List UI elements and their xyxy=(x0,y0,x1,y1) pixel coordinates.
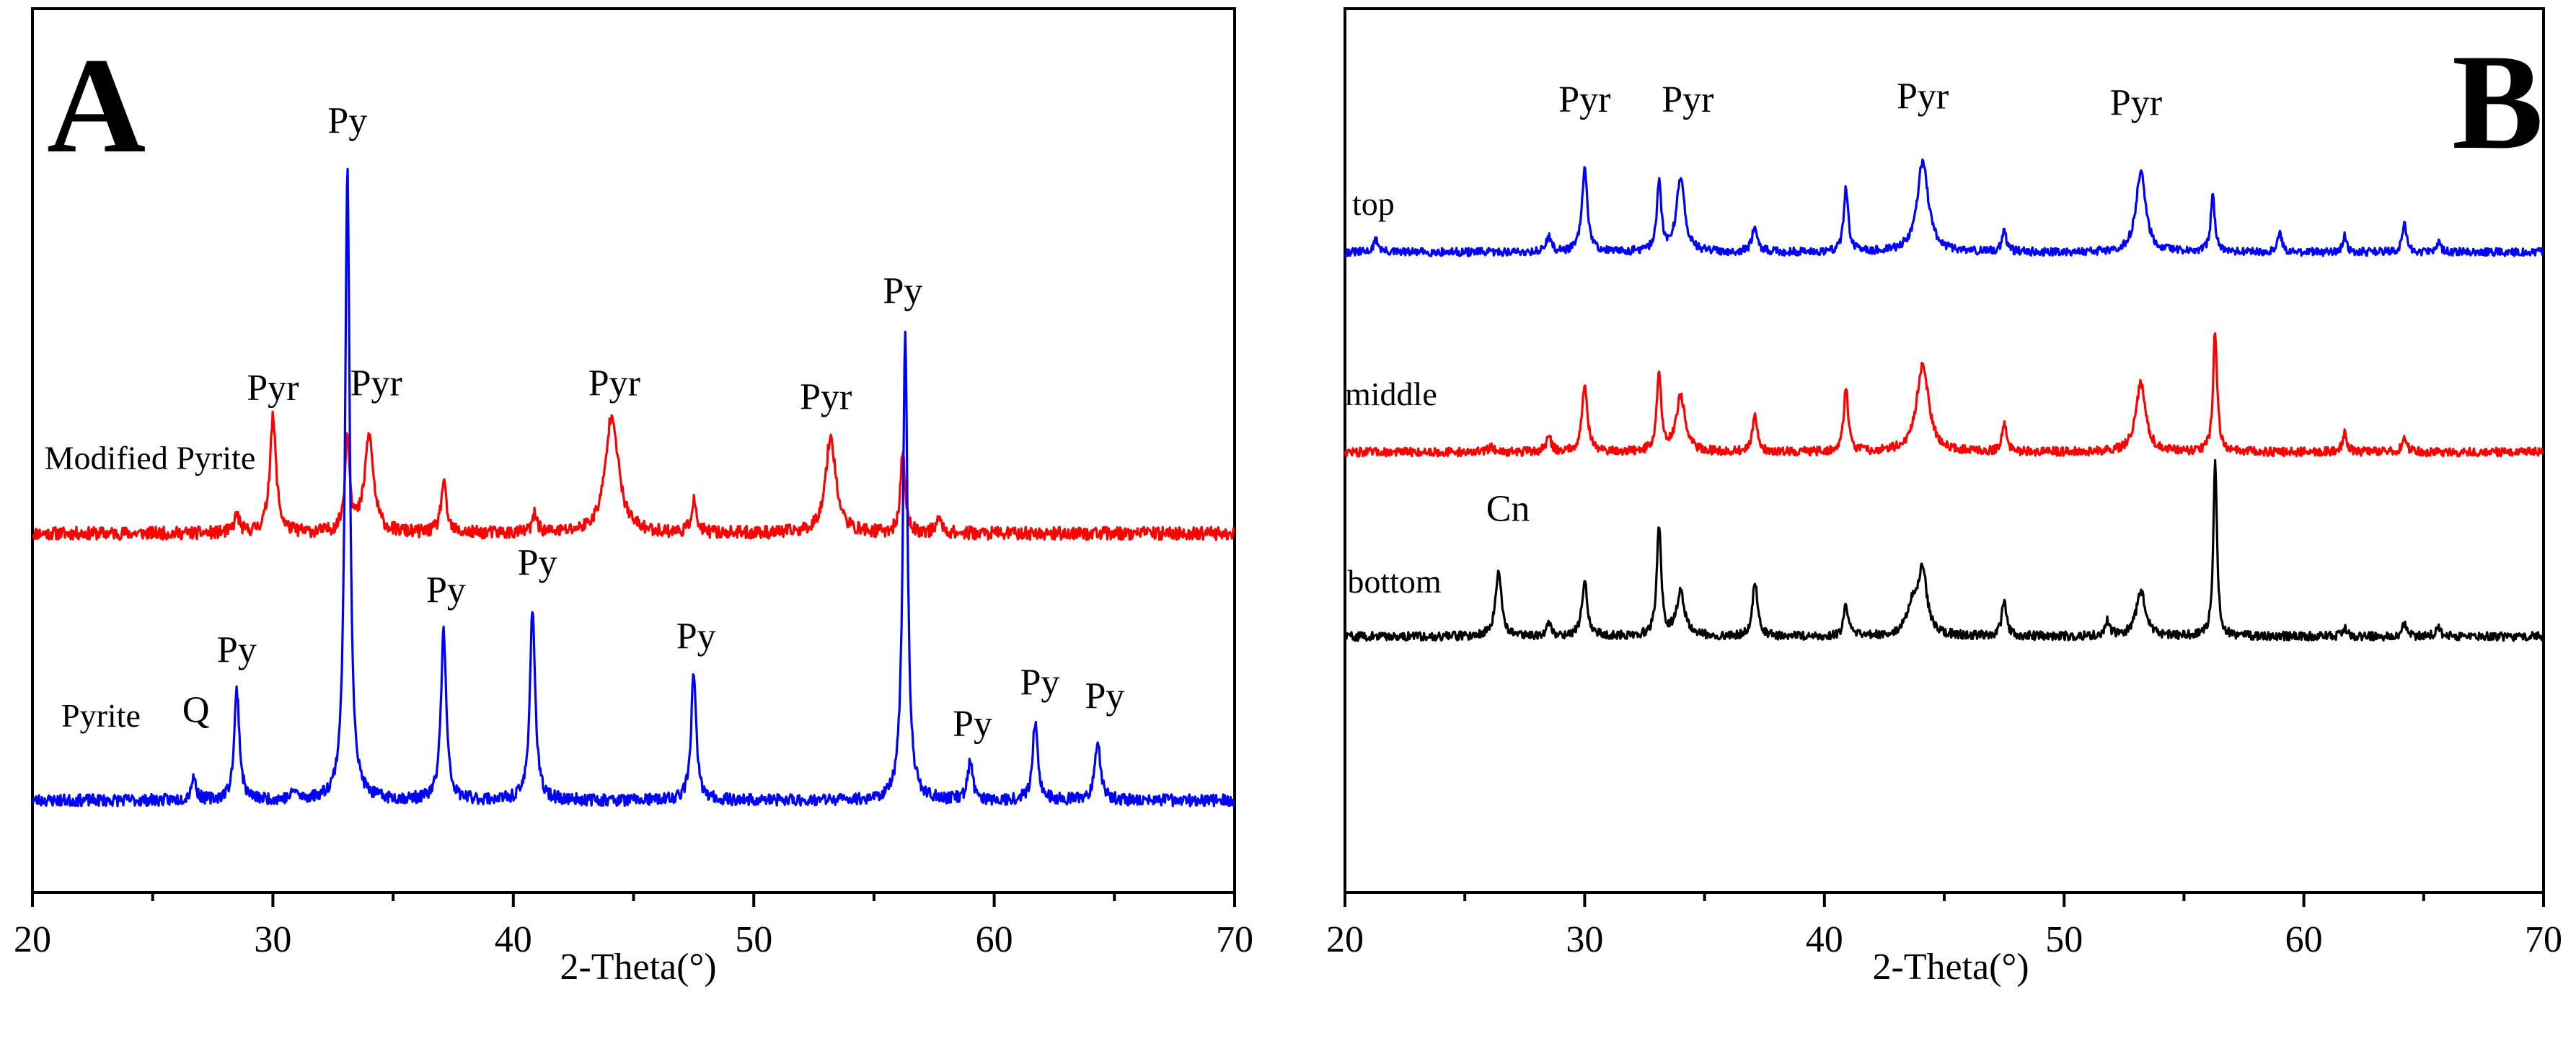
panel-a-peak-label: Py xyxy=(1020,662,1059,703)
panel-a-peak-label: Py xyxy=(883,271,922,312)
panel-a-peak-label: Q xyxy=(182,690,210,731)
panel-b-peak-label: Pyr xyxy=(2110,82,2162,123)
panel-b-peak-label: Pyr xyxy=(1897,76,1949,118)
panel-a-peak-label: Py xyxy=(1085,676,1125,717)
panel-a-peak-label: Py xyxy=(518,542,557,583)
panel-b-letter: B xyxy=(2452,27,2544,178)
panel-b-series-top-label: top xyxy=(1352,185,1395,222)
panel-a-series-modified-pyrite-line xyxy=(32,410,1235,541)
panel-a-peak-label: Py xyxy=(327,100,367,141)
panel-b-series-bottom-label: bottom xyxy=(1347,563,1442,600)
panel-a-series-pyrite-line xyxy=(31,167,1235,807)
panel-b-series-top-line xyxy=(1344,158,2544,257)
panel-a-letter: A xyxy=(47,30,146,182)
panel-b-series-bottom-line xyxy=(1344,459,2544,642)
panel-a-x-tick-label: 50 xyxy=(735,919,772,960)
panel-b-peak-label: Pyr xyxy=(1662,79,1713,120)
panel-a-peak-label: Pyr xyxy=(247,368,299,409)
panel-b-series-middle-line xyxy=(1344,332,2544,458)
panel-a-peak-label: Py xyxy=(426,570,466,611)
panel-b-x-tick-label: 30 xyxy=(1566,919,1603,960)
panel-b-x-tick-label: 60 xyxy=(2285,919,2323,960)
panel-a-series-pyrite-label: Pyrite xyxy=(61,697,141,734)
panel-a-x-axis-title: 2-Theta(°) xyxy=(560,947,716,988)
panel-b-x-axis-title: 2-Theta(°) xyxy=(1872,947,2029,988)
panel-b-peak-label: Cn xyxy=(1486,488,1530,529)
panel-a-x-tick-label: 60 xyxy=(976,919,1013,960)
panel-a: A 2-Theta(°) 20 30 40 50 60 70 Modified Pyrite… xyxy=(14,7,1253,988)
panel-a-peak-label: Pyr xyxy=(800,377,852,418)
panel-a-peak-label: Py xyxy=(217,630,257,671)
panel-a-x-tick-label: 30 xyxy=(254,919,291,960)
panel-a-x-tick-label: 70 xyxy=(1216,919,1253,960)
panel-a-peak-label: Pyr xyxy=(588,363,640,404)
panel-b-x-tick-label: 20 xyxy=(1326,919,1364,960)
panel-b: B 2-Theta(°) 20 30 40 50 60 70 top Pyr Pyr Pyr Pyr… xyxy=(1326,7,2562,988)
panel-b-x-tick-label: 50 xyxy=(2045,919,2083,960)
panel-a-peak-label: Pyr xyxy=(350,363,402,404)
panel-a-x-tick-label: 20 xyxy=(14,919,51,960)
panel-a-peak-label: Py xyxy=(676,616,716,657)
panel-a-x-tick-label: 40 xyxy=(495,919,532,960)
panel-a-peak-label: Py xyxy=(953,704,992,745)
panel-b-series-middle-label: middle xyxy=(1345,376,1437,412)
panel-b-x-tick-label: 70 xyxy=(2525,919,2562,960)
panel-a-series-modified-pyrite-label: Modified Pyrite xyxy=(45,440,256,477)
panel-b-peak-label: Pyr xyxy=(1558,79,1610,120)
panel-b-x-tick-label: 40 xyxy=(1806,919,1843,960)
